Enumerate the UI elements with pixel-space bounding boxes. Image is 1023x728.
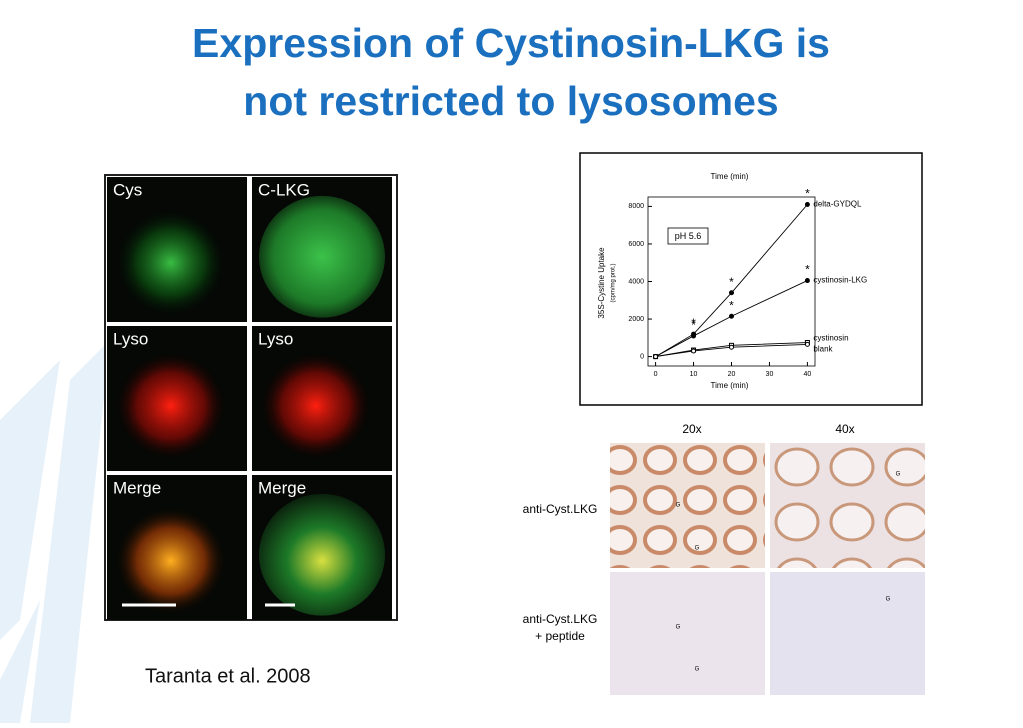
x-axis-title-top: Time (min) [711, 172, 749, 181]
glomerulus-marker: G [886, 597, 891, 603]
point [691, 348, 697, 354]
micro-signal [259, 195, 385, 318]
glomerulus-marker: G [695, 546, 700, 552]
x-tick-label: 40 [804, 371, 812, 378]
x-tick-label: 0 [654, 371, 658, 378]
significance: * [691, 318, 696, 332]
glomerulus-marker: G [896, 472, 901, 478]
row-label: anti-Cyst.LKG [523, 502, 598, 516]
series-line [655, 342, 808, 358]
micro-signal [114, 195, 240, 318]
annotation-box [667, 227, 709, 245]
y-tick-label: 8000 [628, 203, 644, 210]
glomerulus-marker: G [676, 625, 681, 631]
series-line [655, 280, 808, 358]
micro-signal [114, 493, 240, 616]
row-label: anti-Cyst.LKG [523, 612, 598, 626]
series-label: cystinosin [813, 334, 848, 343]
micro-signal [259, 344, 385, 467]
significance: * [805, 263, 810, 277]
x-tick-label: 10 [690, 371, 698, 378]
point [691, 333, 697, 339]
panel-label: C-LKG [258, 180, 310, 199]
point [729, 313, 734, 319]
panel-label: Cys [113, 180, 142, 199]
y-tick-label: 0 [640, 353, 644, 360]
significance: * [729, 298, 734, 312]
row-label: + peptide [535, 629, 585, 643]
glomerulus-marker: G [695, 667, 700, 673]
x-tick-label: 20 [728, 371, 736, 378]
point [729, 290, 734, 296]
title: not restricted to lysosomes [243, 78, 778, 124]
annotation: pH 5.6 [675, 231, 702, 241]
point [653, 354, 659, 360]
title: Expression of Cystinosin-LKG is [192, 20, 830, 66]
background-stripes [0, 340, 110, 723]
point [804, 278, 810, 284]
point [804, 202, 810, 208]
significance: * [729, 275, 734, 289]
series-line [655, 343, 808, 358]
x-axis-title: Time (min) [711, 381, 749, 390]
series-label: cystinosin-LKG [813, 276, 867, 285]
significance: * [805, 187, 810, 201]
panel-label: Lyso [113, 329, 148, 348]
citation: Taranta et al. 2008 [145, 665, 311, 687]
column-label: 40x [835, 422, 854, 436]
panel-label: Merge [113, 478, 161, 497]
significance: * [691, 316, 696, 330]
y-axis-title: 35S-Cystine Uptake [597, 247, 606, 319]
point [729, 344, 734, 350]
y-axis-unit: (cpm/mg prot.) [611, 263, 617, 302]
series-label: blank [813, 345, 833, 354]
glomerulus-marker: G [676, 503, 681, 509]
micro-signal [259, 493, 385, 616]
series-label: delta-GYDQL [813, 200, 862, 209]
y-tick-label: 6000 [628, 241, 644, 248]
column-label: 20x [682, 422, 701, 436]
point [804, 341, 810, 347]
uptake-chart: 0 10 20 30 40 0 2000 4000 6000 8000 Time (min) Time… [579, 152, 923, 406]
ihc-figure: 20x 40x anti-Cyst.LKG anti-Cyst.LKG + peptid… [523, 422, 925, 695]
microscopy-figure: Cys C-LKG Lyso Lyso Merge Merge [104, 174, 398, 621]
panel-label: Lyso [258, 329, 293, 348]
y-tick-label: 4000 [628, 278, 644, 285]
micro-signal [114, 344, 240, 467]
x-tick-label: 30 [766, 371, 774, 378]
series-line [655, 204, 808, 357]
panel-label: Merge [258, 478, 306, 497]
y-tick-label: 2000 [628, 316, 644, 323]
